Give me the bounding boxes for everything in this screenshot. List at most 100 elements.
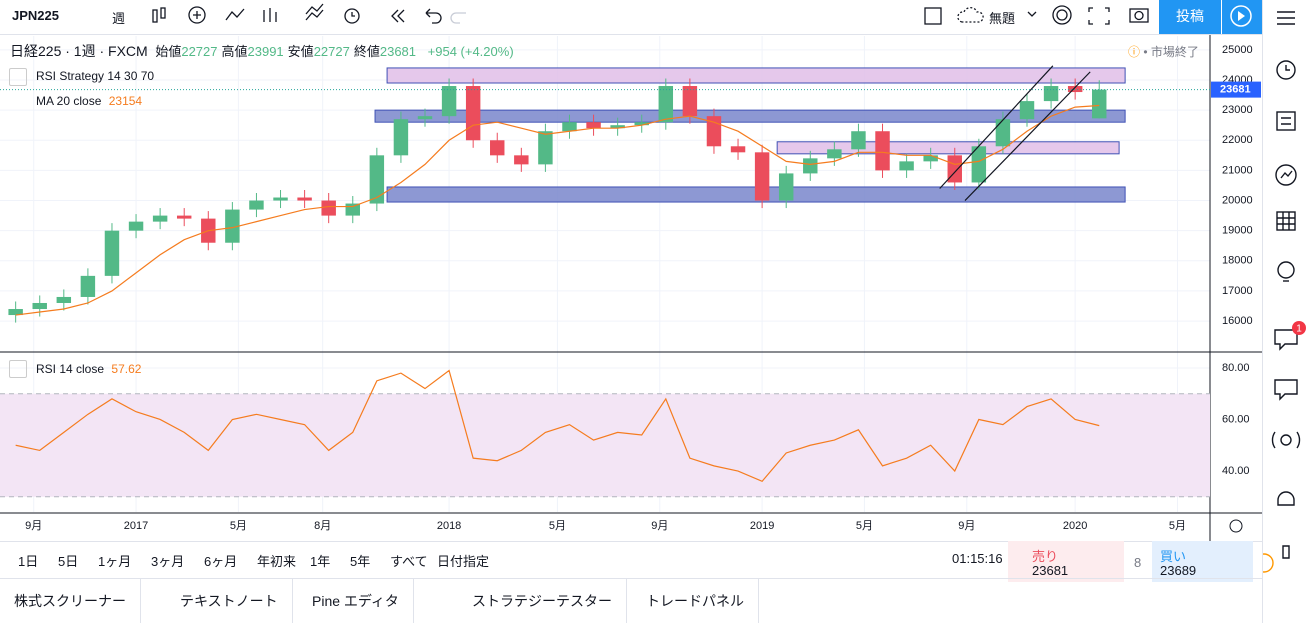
candle-body <box>32 302 47 310</box>
range-button[interactable]: 1年 <box>310 554 331 569</box>
right-sidebar: 1 <box>1254 0 1309 623</box>
interval[interactable]: 週 <box>112 11 126 26</box>
candle-body <box>490 140 505 156</box>
candle-body <box>514 155 529 165</box>
change: +954 (+4.20%) <box>427 44 514 59</box>
info-icon[interactable] <box>1254 553 1274 573</box>
settings-icon[interactable] <box>1229 519 1243 533</box>
replay-button[interactable] <box>1222 0 1262 34</box>
x-tick-label: 2017 <box>124 520 148 532</box>
bottom-tab[interactable]: Pine エディタ <box>298 579 414 623</box>
candle-body <box>249 200 264 210</box>
candle-body <box>465 86 481 141</box>
range-button[interactable]: 1日 <box>18 554 39 569</box>
rsi-tick-label: 60.00 <box>1222 413 1250 425</box>
x-tick-label: 5月 <box>230 520 247 532</box>
bottom-tab[interactable]: トレードパネル <box>632 579 759 623</box>
range-button[interactable]: 5日 <box>58 554 79 569</box>
candle-body <box>104 230 120 276</box>
candle-body <box>658 86 674 123</box>
rsi-value: 57.62 <box>111 362 142 376</box>
layout-name[interactable]: 無題 <box>989 11 1016 26</box>
candle-body <box>899 161 914 171</box>
rsi-tick-label: 80.00 <box>1222 362 1250 374</box>
range-button[interactable]: 3ヶ月 <box>151 554 185 569</box>
collapse-toggle[interactable] <box>9 68 27 86</box>
publish-button[interactable]: 投稿 <box>1159 0 1221 34</box>
legend-title: 日経225 · 1週 · FXCM <box>10 43 148 59</box>
y-tick-label: 21000 <box>1222 164 1253 176</box>
ohlc-label: 終値 <box>353 44 380 59</box>
rsi-name: RSI 14 close <box>36 362 105 376</box>
goto-date[interactable]: 日付指定 <box>437 554 490 569</box>
candle-body <box>345 203 360 216</box>
rsi-tick-label: 40.00 <box>1222 465 1250 477</box>
rsi-toggle[interactable] <box>9 360 27 378</box>
candle-body <box>1043 86 1059 102</box>
x-tick-label: 9月 <box>25 520 42 532</box>
last-price-label: 23681 <box>1220 84 1251 96</box>
candle-body <box>321 200 336 216</box>
bottom-tab[interactable]: テキストノート <box>166 579 293 623</box>
buy-box[interactable]: 買い 23689 <box>1152 541 1253 582</box>
range-button[interactable]: 1ヶ月 <box>98 554 132 569</box>
play-icon <box>1230 5 1252 27</box>
y-tick-label: 23000 <box>1222 104 1253 116</box>
bottom-tab[interactable]: ストラテジーテスター <box>458 579 627 623</box>
x-tick-label: 5月 <box>549 520 566 532</box>
ohlc-value: 22727 <box>181 44 218 59</box>
range-button[interactable]: 年初来 <box>257 554 297 569</box>
trade-panel: 売り 23681 8 買い 23689 <box>1008 541 1253 583</box>
rsi-line <box>15 369 1100 483</box>
symbol[interactable]: JPN225 <box>12 8 59 23</box>
badge <box>1292 321 1306 335</box>
buy-price: 23689 <box>1160 563 1197 578</box>
candle-body <box>393 119 409 156</box>
candle-body <box>128 221 144 231</box>
y-tick-label: 20000 <box>1222 194 1253 206</box>
y-tick-label: 25000 <box>1222 44 1253 56</box>
ma-value: 23154 <box>108 94 143 108</box>
candle-body <box>1092 89 1107 119</box>
y-tick-label: 17000 <box>1222 285 1253 297</box>
last-price-box <box>1211 81 1261 98</box>
candle-body <box>634 122 649 126</box>
ohlc: 始値22727 高値23991 安値22727 終値23681 <box>155 44 420 59</box>
rsi-band-fill <box>0 393 1210 497</box>
tool-icons[interactable] <box>140 0 520 34</box>
x-tick-label: 2020 <box>1063 520 1087 532</box>
buy-label: 買い <box>1160 549 1187 564</box>
candle-body <box>730 146 746 153</box>
sell-box[interactable]: 売り 23681 <box>1008 541 1124 582</box>
clock: 01:15:16 <box>952 551 1003 566</box>
range-button[interactable]: 5年 <box>350 554 371 569</box>
toolbar: JPN225 週 無題 投稿 <box>0 0 1262 35</box>
market-status: ⓘ • 市場終了 <box>1128 45 1199 59</box>
ohlc-value: 22727 <box>313 44 350 59</box>
x-tick-label: 2019 <box>750 520 774 532</box>
channel-line <box>964 71 1091 201</box>
right-tool-icons[interactable] <box>920 0 1160 34</box>
ohlc-label: 安値 <box>287 44 314 59</box>
bottom-tab[interactable]: 株式スクリーナー <box>0 579 141 623</box>
ohlc-label: 高値 <box>221 44 248 59</box>
candle-body <box>923 155 938 162</box>
x-tick-label: 9月 <box>651 520 668 532</box>
ma-legend: MA 20 close 23154 <box>36 94 142 108</box>
sidebar-icons[interactable]: 1 <box>1254 0 1309 623</box>
ohlc-value: 23991 <box>247 44 284 59</box>
ohlc-value: 23681 <box>379 44 417 59</box>
ohlc-label: 始値 <box>155 44 182 59</box>
range-button[interactable]: すべて <box>390 554 428 569</box>
sell-price: 23681 <box>1032 563 1069 578</box>
candle-body <box>995 119 1011 147</box>
x-tick-label: 2018 <box>437 520 461 532</box>
range-button[interactable]: 6ヶ月 <box>204 554 238 569</box>
candle-body <box>778 173 794 201</box>
legend: 日経225 · 1週 · FXCM 始値22727 高値23991 安値22727 終… <box>10 41 518 61</box>
candle-body <box>1067 86 1083 93</box>
range-bar: 1日 5日 1ヶ月 3ヶ月 6ヶ月 年初来 1年 5年 すべて 日付指定 01:15:16 <box>0 541 1262 578</box>
candle-body <box>971 146 987 183</box>
badge-count: 1 <box>1296 324 1302 335</box>
